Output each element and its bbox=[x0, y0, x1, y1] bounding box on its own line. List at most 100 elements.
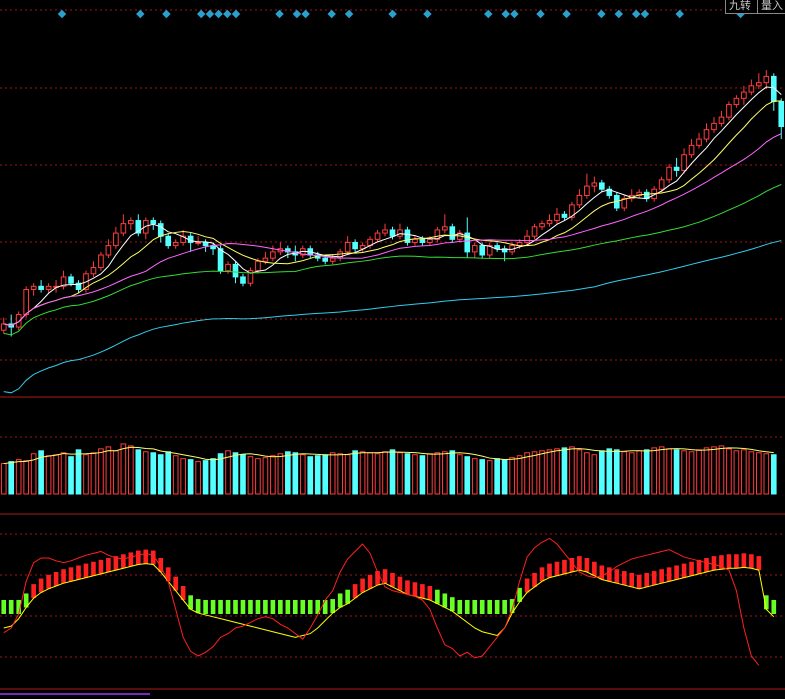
oscillator-bar bbox=[248, 600, 253, 614]
candle-body bbox=[711, 122, 717, 131]
signal-marker bbox=[562, 9, 571, 19]
oscillator-bar bbox=[442, 593, 448, 608]
tab-label: 量入 bbox=[761, 0, 783, 12]
candle-body bbox=[658, 179, 665, 190]
volume-bar bbox=[210, 458, 216, 495]
candle-body bbox=[90, 267, 97, 275]
candle-body bbox=[329, 257, 336, 262]
oscillator-bar bbox=[569, 558, 575, 572]
candle-body bbox=[703, 129, 710, 140]
oscillator-bar bbox=[91, 561, 96, 576]
candle-body bbox=[486, 245, 493, 256]
oscillator-bar bbox=[135, 550, 141, 565]
volume-bar bbox=[8, 461, 15, 495]
candle-body bbox=[359, 245, 366, 250]
volume-bar bbox=[150, 452, 157, 495]
oscillator-bar bbox=[457, 600, 463, 614]
volume-bar bbox=[501, 459, 508, 495]
candle-body bbox=[726, 104, 732, 118]
volume-bar bbox=[120, 443, 127, 495]
signal-marker bbox=[510, 9, 519, 19]
volume-bar bbox=[374, 453, 381, 495]
volume-bar bbox=[726, 448, 732, 495]
volume-bar bbox=[0, 463, 7, 495]
volume-bar bbox=[718, 445, 725, 495]
oscillator-bar bbox=[233, 600, 238, 614]
candle-body bbox=[247, 270, 254, 284]
oscillator-bar bbox=[554, 561, 560, 576]
volume-bar bbox=[479, 459, 486, 495]
candle-body bbox=[539, 223, 545, 228]
signal-marker bbox=[597, 9, 606, 19]
volume-bar bbox=[673, 449, 680, 495]
volume-bar bbox=[703, 447, 710, 495]
candle-body bbox=[576, 194, 583, 206]
signal-marker bbox=[423, 9, 432, 19]
candle-body bbox=[606, 188, 613, 196]
oscillator-bar bbox=[367, 574, 373, 589]
volume-bar bbox=[606, 448, 613, 495]
volume-bar bbox=[524, 452, 530, 495]
candle-body bbox=[344, 241, 351, 253]
signal-marker bbox=[57, 9, 67, 19]
candle-body bbox=[524, 235, 530, 243]
candle-body bbox=[681, 154, 687, 171]
volume-bar bbox=[404, 453, 411, 495]
tab-liangru[interactable]: 量入 bbox=[757, 0, 785, 14]
volume-bar bbox=[90, 452, 97, 495]
candle-body bbox=[397, 229, 403, 237]
candle-body bbox=[322, 257, 329, 262]
signal-marker bbox=[292, 9, 302, 19]
volume-bar bbox=[15, 459, 22, 495]
volume-bar bbox=[449, 450, 456, 495]
volume-bar bbox=[344, 454, 351, 495]
oscillator-bar bbox=[397, 576, 403, 591]
candle-body bbox=[501, 248, 508, 253]
candle-body bbox=[352, 241, 358, 250]
oscillator-bar bbox=[330, 599, 336, 614]
candle-body bbox=[666, 166, 672, 181]
volume-bar bbox=[584, 452, 590, 495]
candle-body bbox=[756, 82, 762, 87]
oscillator-bar bbox=[756, 556, 762, 571]
oscillator-bar bbox=[547, 563, 552, 578]
oscillator-bar bbox=[651, 571, 657, 586]
candle-body bbox=[255, 260, 261, 272]
candle-body bbox=[270, 251, 276, 259]
oscillator-bar bbox=[195, 599, 201, 614]
signal-marker bbox=[231, 9, 241, 19]
price-candles bbox=[0, 70, 785, 337]
volume-bar bbox=[255, 458, 261, 495]
volume-bars bbox=[0, 443, 777, 495]
candle-body bbox=[442, 226, 448, 231]
oscillator-bar bbox=[741, 553, 747, 568]
candle-body bbox=[636, 191, 643, 196]
tab-label: 九转 bbox=[729, 0, 751, 12]
oscillator-bar bbox=[143, 549, 149, 564]
oscillator-bar bbox=[31, 584, 36, 599]
oscillator-bar bbox=[711, 556, 717, 571]
candle-body bbox=[382, 229, 388, 234]
candle-body bbox=[412, 238, 418, 243]
volume-bar bbox=[486, 460, 493, 495]
candle-body bbox=[60, 276, 67, 287]
oscillator-bar bbox=[577, 556, 582, 571]
candle-body bbox=[741, 91, 747, 99]
signal-marker bbox=[631, 9, 641, 19]
volume-bar bbox=[45, 455, 52, 495]
volume-bar bbox=[38, 450, 44, 495]
oscillator-bar bbox=[696, 559, 702, 574]
volume-bar bbox=[217, 453, 224, 495]
candle-body bbox=[217, 248, 224, 272]
ma-line-80 bbox=[3, 240, 782, 394]
oscillator-bar bbox=[121, 554, 126, 569]
oscillator-bar bbox=[629, 572, 635, 587]
volume-bar bbox=[456, 454, 463, 495]
signal-marker bbox=[640, 9, 650, 19]
tab-jiuzhuan[interactable]: 九转 bbox=[725, 0, 761, 14]
oscillator-bar bbox=[38, 578, 44, 593]
candle-body bbox=[172, 241, 179, 247]
oscillator-bar bbox=[68, 567, 74, 582]
volume-bar bbox=[681, 450, 687, 495]
